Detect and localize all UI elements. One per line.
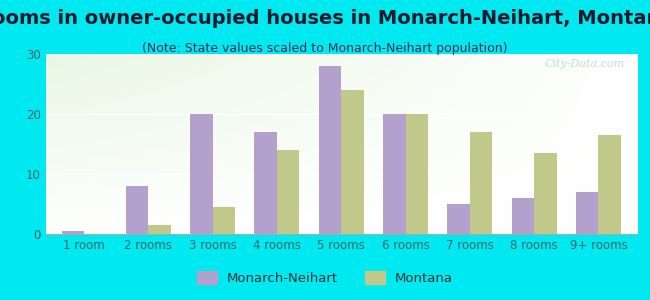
Bar (470, 132, 492, 234)
Text: City-Data.com: City-Data.com (545, 59, 625, 69)
Bar (341, 90, 364, 234)
Bar (447, 204, 470, 234)
Bar (190, 114, 213, 234)
Bar (62, 231, 84, 234)
Bar (406, 114, 428, 234)
Bar (213, 207, 235, 234)
Bar (277, 150, 300, 234)
Bar (126, 186, 148, 234)
Bar (318, 66, 341, 234)
Bar (254, 132, 277, 234)
Bar (512, 198, 534, 234)
Bar (576, 192, 599, 234)
Bar (148, 225, 171, 234)
Bar (383, 114, 406, 234)
Legend: Monarch-Neihart, Montana: Monarch-Neihart, Montana (192, 266, 458, 290)
Bar (534, 153, 556, 234)
Text: Rooms in owner-occupied houses in Monarch-Neihart, Montana: Rooms in owner-occupied houses in Monarc… (0, 9, 650, 28)
Bar (599, 135, 621, 234)
Text: (Note: State values scaled to Monarch-Neihart population): (Note: State values scaled to Monarch-Ne… (142, 42, 508, 55)
